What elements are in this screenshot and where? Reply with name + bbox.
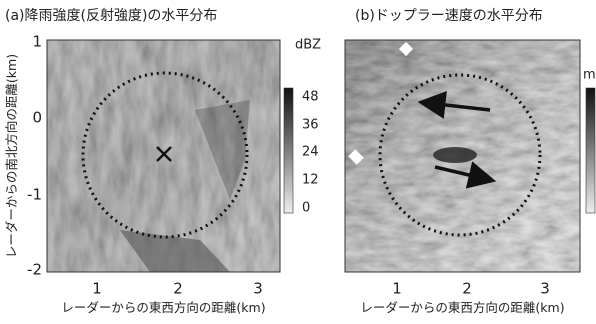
radar-image-a: [47, 40, 280, 272]
x-tick-label: 2: [462, 280, 472, 298]
colorbar-tick: 36: [302, 118, 319, 133]
y-axis-label: レーダーからの南北方向の距離(km): [4, 54, 19, 258]
colorbar-tick: 0: [302, 201, 310, 216]
colorbar-unit: dBZ: [295, 38, 321, 53]
colorbar-a: [284, 88, 293, 213]
x-tick-label: 1: [392, 280, 402, 298]
panel-title: (b)ドップラー速度の水平分布: [355, 8, 543, 24]
x-tick-label: 2: [173, 280, 183, 298]
page: {"panels": [ {"title": "(a)降雨強度(反射強度)の水平…: [0, 0, 596, 320]
colorbar-tick: 48: [302, 90, 319, 105]
figure: (a)降雨強度(反射強度)の水平分布レーダーからの東西方向の距離(km)1231…: [0, 0, 596, 320]
colorbar-tick: 24: [302, 145, 319, 160]
panel-title: (a)降雨強度(反射強度)の水平分布: [5, 8, 217, 24]
y-tick-label: 1: [32, 33, 42, 51]
radar-image-b: [345, 40, 580, 272]
colorbar-b: [586, 88, 595, 213]
y-tick-label: 0: [32, 109, 42, 127]
x-tick-label: 3: [253, 280, 263, 298]
x-axis-label: レーダーからの東西方向の距離(km): [61, 300, 265, 315]
x-tick-label: 1: [92, 280, 102, 298]
y-tick-label: -1: [27, 186, 42, 204]
colorbar-unit: m: [583, 68, 596, 83]
x-tick-label: 3: [540, 280, 550, 298]
colorbar-tick: 12: [302, 173, 319, 188]
x-axis-label: レーダーからの東西方向の距離(km): [360, 300, 564, 315]
y-tick-label: -2: [27, 261, 42, 279]
